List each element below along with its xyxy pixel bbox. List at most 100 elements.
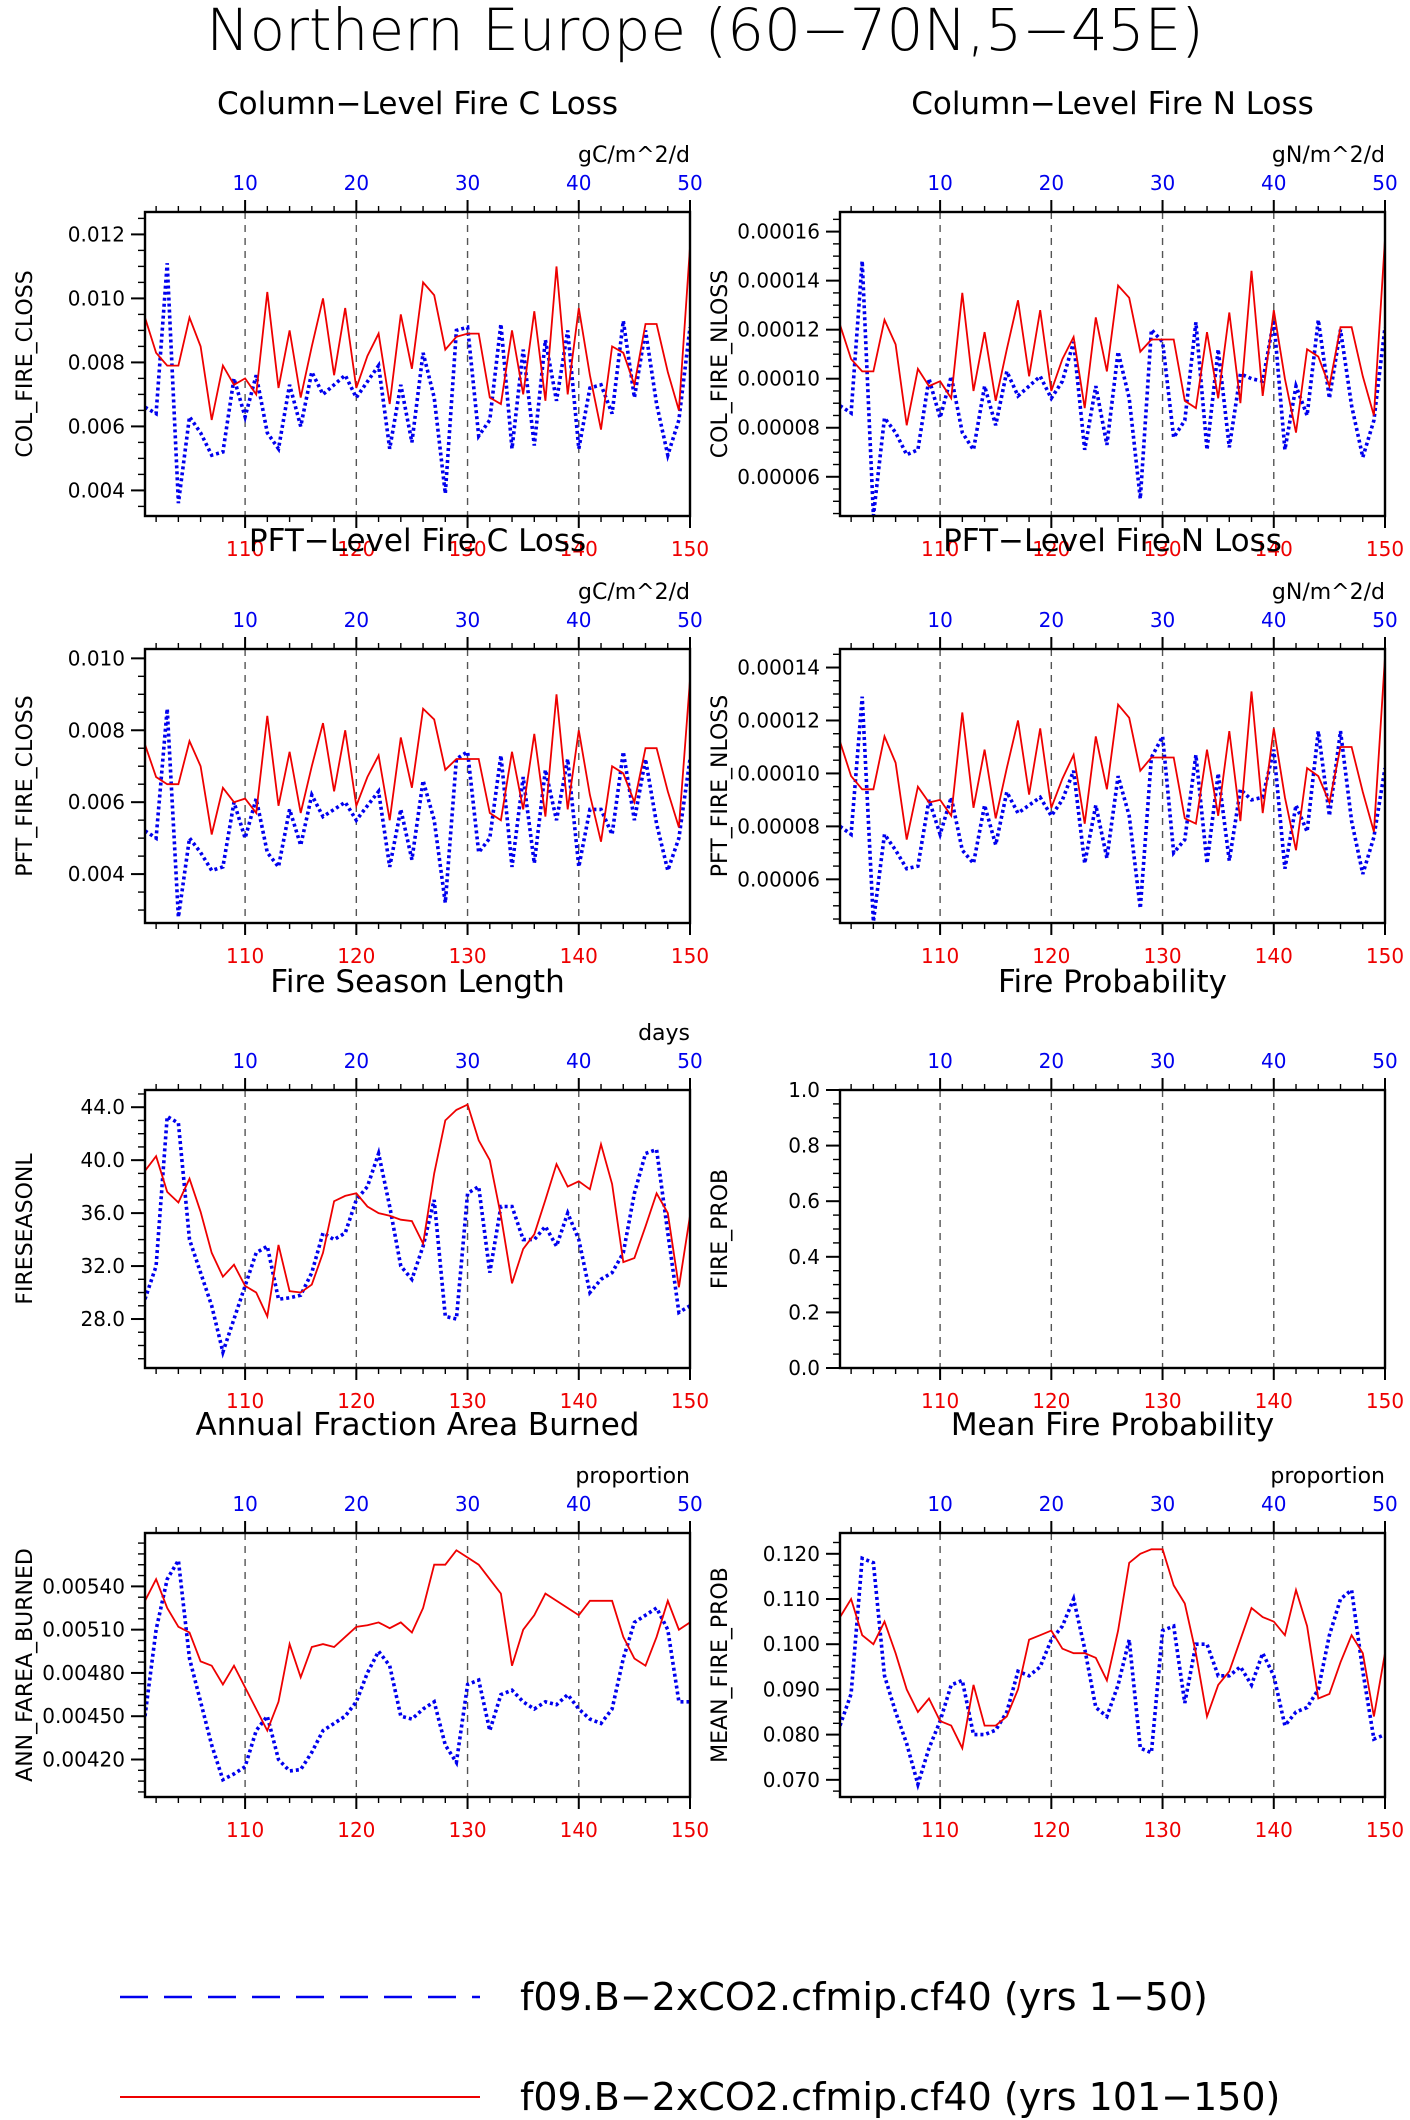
bottom-tick-label: 130 bbox=[448, 537, 486, 561]
top-tick-label: 40 bbox=[566, 1492, 591, 1516]
y-tick-label: 0.010 bbox=[68, 286, 125, 310]
legend-label-yrs-1-50: f09.B−2xCO2.cfmip.cf40 (yrs 1−50) bbox=[520, 1975, 1208, 2019]
y-tick-label: 0.00012 bbox=[737, 318, 820, 342]
top-tick-label: 50 bbox=[677, 608, 702, 632]
series-red-line bbox=[840, 238, 1385, 433]
top-tick-label: 30 bbox=[455, 171, 480, 195]
y-tick-label: 0.00006 bbox=[737, 867, 820, 891]
chart-panel-7: Annual Fraction Area Burned proportion 10 2… bbox=[13, 1407, 709, 1842]
bottom-tick-label: 140 bbox=[560, 1818, 598, 1842]
units-label: gN/m^2/d bbox=[1272, 143, 1385, 168]
top-tick-label: 20 bbox=[344, 1492, 369, 1516]
y-axis-label: FIRE_PROB bbox=[708, 1169, 733, 1289]
top-tick-label: 30 bbox=[1150, 1492, 1175, 1516]
top-tick-label: 20 bbox=[1039, 608, 1064, 632]
y-tick-label: 0.008 bbox=[68, 350, 125, 374]
top-tick-label: 50 bbox=[1372, 608, 1397, 632]
y-tick-label: 0.012 bbox=[68, 222, 125, 246]
y-tick-label: 0.004 bbox=[68, 862, 125, 886]
units-label: gC/m^2/d bbox=[578, 143, 690, 168]
top-tick-label: 40 bbox=[1261, 1049, 1286, 1073]
bottom-tick-label: 140 bbox=[1255, 537, 1293, 561]
top-tick-label: 40 bbox=[1261, 608, 1286, 632]
y-tick-label: 0.008 bbox=[68, 718, 125, 742]
bottom-tick-label: 150 bbox=[1366, 537, 1404, 561]
top-tick-label: 50 bbox=[677, 1049, 702, 1073]
bottom-tick-label: 140 bbox=[560, 537, 598, 561]
units-label: proportion bbox=[1270, 1464, 1385, 1489]
y-tick-label: 0.00420 bbox=[42, 1747, 125, 1771]
bottom-tick-label: 150 bbox=[671, 1818, 709, 1842]
top-tick-label: 20 bbox=[344, 608, 369, 632]
bottom-tick-label: 120 bbox=[1032, 944, 1070, 968]
y-tick-label: 44.0 bbox=[80, 1095, 125, 1119]
y-tick-label: 0.00010 bbox=[737, 761, 820, 785]
series-red-line bbox=[840, 656, 1385, 851]
top-tick-label: 30 bbox=[1150, 608, 1175, 632]
bottom-tick-label: 140 bbox=[1255, 1818, 1293, 1842]
top-tick-label: 50 bbox=[1372, 171, 1397, 195]
panel-title: Annual Fraction Area Burned bbox=[196, 1407, 640, 1443]
top-tick-label: 10 bbox=[927, 1492, 952, 1516]
bottom-tick-label: 130 bbox=[1143, 1389, 1181, 1413]
y-tick-label: 0.090 bbox=[763, 1677, 820, 1701]
panel-title: PFT−Level Fire C Loss bbox=[249, 523, 586, 559]
panel-title: Mean Fire Probability bbox=[951, 1407, 1274, 1443]
bottom-tick-label: 150 bbox=[1366, 1818, 1404, 1842]
series-blue-line bbox=[840, 696, 1385, 922]
y-tick-label: 0.00006 bbox=[737, 465, 820, 489]
top-tick-label: 20 bbox=[1039, 1049, 1064, 1073]
top-tick-label: 10 bbox=[927, 171, 952, 195]
chart-panel-6: Fire Probability 10 20 30 40 50 110 120 130 140 15… bbox=[708, 964, 1404, 1413]
y-tick-label: 0.080 bbox=[763, 1723, 820, 1747]
top-tick-label: 40 bbox=[1261, 1492, 1286, 1516]
bottom-tick-label: 150 bbox=[671, 944, 709, 968]
units-label: gN/m^2/d bbox=[1272, 580, 1385, 605]
bottom-tick-label: 150 bbox=[671, 1389, 709, 1413]
bottom-tick-label: 110 bbox=[226, 1818, 264, 1842]
y-tick-label: 0.2 bbox=[788, 1300, 820, 1324]
y-tick-label: 28.0 bbox=[80, 1307, 125, 1331]
y-tick-label: 0.110 bbox=[763, 1587, 820, 1611]
bottom-tick-label: 130 bbox=[448, 1389, 486, 1413]
y-axis-label: COL_FIRE_CLOSS bbox=[13, 270, 38, 457]
panel-title: Fire Probability bbox=[998, 964, 1227, 1000]
top-tick-label: 50 bbox=[1372, 1492, 1397, 1516]
bottom-tick-label: 130 bbox=[448, 944, 486, 968]
bottom-tick-label: 150 bbox=[671, 537, 709, 561]
y-tick-label: 0.010 bbox=[68, 646, 125, 670]
legend: f09.B−2xCO2.cfmip.cf40 (yrs 1−50) f09.B−… bbox=[120, 1975, 1280, 2119]
top-tick-label: 20 bbox=[1039, 171, 1064, 195]
bottom-tick-label: 110 bbox=[921, 1818, 959, 1842]
bottom-tick-label: 120 bbox=[337, 1389, 375, 1413]
chart-panel-1: Column−Level Fire C Loss gC/m^2/d 10 20 30 40… bbox=[13, 86, 709, 561]
legend-label-yrs-101-150: f09.B−2xCO2.cfmip.cf40 (yrs 101−150) bbox=[520, 2075, 1280, 2119]
top-tick-label: 40 bbox=[566, 608, 591, 632]
top-tick-label: 40 bbox=[566, 1049, 591, 1073]
top-tick-label: 20 bbox=[344, 1049, 369, 1073]
bottom-tick-label: 120 bbox=[1032, 537, 1070, 561]
bottom-tick-label: 130 bbox=[1143, 1818, 1181, 1842]
bottom-tick-label: 140 bbox=[1255, 1389, 1293, 1413]
top-tick-label: 30 bbox=[1150, 1049, 1175, 1073]
top-tick-label: 50 bbox=[677, 171, 702, 195]
bottom-tick-label: 140 bbox=[1255, 944, 1293, 968]
top-tick-label: 10 bbox=[232, 171, 257, 195]
bottom-tick-label: 150 bbox=[1366, 944, 1404, 968]
bottom-tick-label: 150 bbox=[1366, 1389, 1404, 1413]
top-tick-label: 10 bbox=[232, 1049, 257, 1073]
top-tick-label: 30 bbox=[455, 1492, 480, 1516]
y-tick-label: 40.0 bbox=[80, 1148, 125, 1172]
y-tick-label: 0.00012 bbox=[737, 708, 820, 732]
plot-frame bbox=[143, 210, 692, 518]
page-title: Northern Europe (60−70N,5−45E) bbox=[206, 0, 1204, 64]
bottom-tick-label: 120 bbox=[337, 944, 375, 968]
chart-panel-8: Mean Fire Probability proportion 10 20 30 40 5… bbox=[708, 1407, 1404, 1842]
bottom-tick-label: 110 bbox=[226, 1389, 264, 1413]
y-tick-label: 0.00540 bbox=[42, 1574, 125, 1598]
bottom-tick-label: 130 bbox=[1143, 537, 1181, 561]
plot-frame bbox=[838, 1531, 1387, 1799]
bottom-tick-label: 110 bbox=[921, 944, 959, 968]
